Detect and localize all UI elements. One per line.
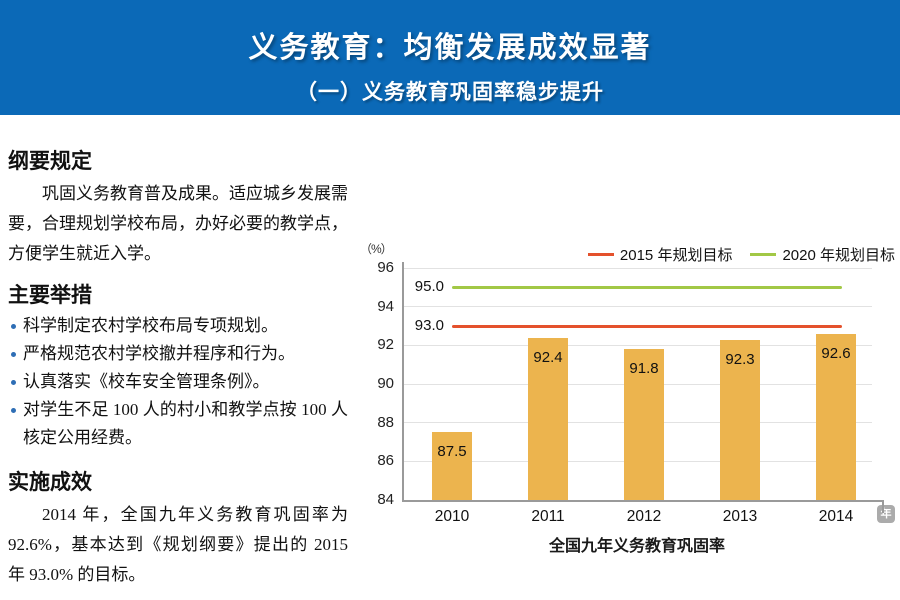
list-item: 认真落实《校车安全管理条例》。 (8, 368, 348, 396)
bar-value-label: 92.4 (533, 348, 563, 366)
section-heading-outline: 纲要规定 (8, 149, 92, 173)
page-header: 义务教育：均衡发展成效显著 （一）义务教育巩固率稳步提升 (0, 0, 900, 115)
y-axis-unit-label: （%） (360, 242, 393, 256)
bar-value-label: 87.5 (437, 443, 467, 461)
target-line (452, 285, 842, 289)
section-paragraph-results: 2014 年，全国九年义务教育巩固率为 92.6%，基本达到《规划纲要》提出的 … (8, 505, 348, 584)
section-paragraph-outline: 巩固义务教育普及成果。适应城乡发展需要，合理规划学校布局，办好必要的教学点，方便… (8, 184, 348, 263)
gridline (402, 306, 872, 308)
x-axis-line (402, 500, 884, 502)
text-panel: 纲要规定 巩固义务教育普及成果。适应城乡发展需要，合理规划学校布局，办好必要的教… (8, 148, 348, 599)
list-item: 严格规范农村学校撤并程序和行为。 (8, 340, 348, 368)
legend-label: 2020 年规划目标 (782, 247, 895, 264)
gridline (402, 344, 872, 346)
bar (624, 349, 664, 500)
y-axis-tick-label: 92 (377, 336, 394, 354)
bar-value-label: 92.3 (725, 350, 755, 368)
bullet-icon (11, 324, 16, 329)
y-axis-tick-label: 94 (377, 297, 394, 315)
y-axis-tick-label: 88 (377, 413, 394, 431)
page-title: 义务教育：均衡发展成效显著 (248, 32, 652, 64)
x-axis-unit-badge: 年 (877, 505, 895, 523)
legend-label: 2015 年规划目标 (619, 247, 733, 264)
bar (432, 432, 472, 500)
x-axis-tick-label: 2013 (722, 508, 758, 525)
consolidation-rate-chart: （%） 2015 年规划目标 2020 年规划目标 年 全国九年义务教育巩固率 9… (352, 228, 900, 573)
legend-item: 2015 年规划目标 (587, 244, 733, 265)
list-item: 对学生不足 100 人的村小和教学点按 100 人核定公用经费。 (8, 396, 348, 452)
chart-title: 全国九年义务教育巩固率 (548, 538, 725, 555)
x-axis-tick-label: 2014 (818, 508, 854, 525)
target-line-value-label: 93.0 (414, 317, 444, 334)
page-subtitle: （一）义务教育巩固率稳步提升 (296, 81, 604, 104)
x-axis-end-tick (882, 500, 884, 513)
bar (528, 337, 568, 500)
bullet-icon (11, 380, 16, 385)
list-item: 科学制定农村学校布局专项规划。 (8, 312, 348, 340)
list-item-text: 认真落实《校车安全管理条例》。 (23, 372, 270, 391)
bar (816, 333, 856, 500)
bullet-icon (11, 352, 16, 357)
bar-value-label: 91.8 (629, 360, 659, 378)
list-item-text: 科学制定农村学校布局专项规划。 (23, 316, 278, 335)
target-line (452, 324, 842, 328)
y-axis-tick-label: 96 (377, 259, 394, 276)
section-heading-results: 实施成效 (8, 470, 92, 494)
x-axis-tick-label: 2010 (434, 508, 470, 525)
legend-line-swatch (750, 253, 777, 256)
x-axis-tick-label: 2012 (626, 508, 662, 525)
legend-line-swatch (587, 253, 614, 256)
bar (720, 339, 760, 500)
gridline (402, 267, 872, 269)
section-heading-measures: 主要举措 (8, 283, 92, 307)
target-line-value-label: 95.0 (414, 278, 444, 296)
bullet-icon (11, 408, 16, 413)
x-axis-tick-label: 2011 (531, 508, 565, 525)
measures-list: 科学制定农村学校布局专项规划。 严格规范农村学校撤并程序和行为。 认真落实《校车… (8, 312, 348, 452)
y-axis-tick-label: 90 (377, 375, 394, 392)
y-axis-tick-label: 86 (377, 452, 394, 470)
bar-value-label: 92.6 (821, 344, 851, 362)
list-item-text: 对学生不足 100 人的村小和教学点按 100 人核定公用经费。 (23, 400, 348, 447)
chart-legend: 2015 年规划目标 2020 年规划目标 (587, 244, 895, 265)
y-axis-line (402, 262, 404, 500)
list-item-text: 严格规范农村学校撤并程序和行为。 (23, 344, 295, 363)
legend-item: 2020 年规划目标 (750, 244, 895, 265)
y-axis-tick-label: 84 (377, 491, 394, 508)
